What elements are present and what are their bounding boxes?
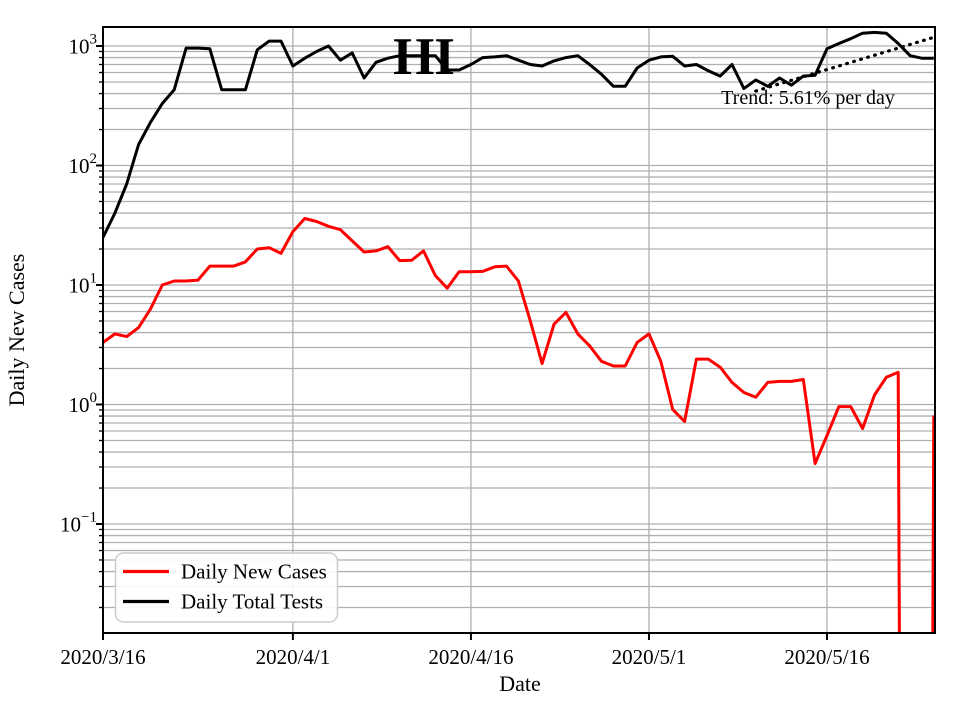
legend-label-daily-new-cases: Daily New Cases [181,560,327,584]
x-tick-label: 2020/4/16 [428,645,513,669]
tick-labels-layer: 2020/3/16 2020/4/1 2020/4/16 2020/5/1 2020/5… [60,32,870,670]
daily-new-cases-line [103,217,935,633]
gridlines-layer [102,27,935,633]
x-axis-label: Date [499,671,541,696]
trend-dotted-line [754,35,935,93]
series-layer [103,30,935,633]
y-tick-label: 100 [69,390,98,417]
x-tick-label: 2020/3/16 [60,645,145,669]
y-tick-label: 103 [69,32,98,59]
y-axis-label: Daily New Cases [4,254,29,407]
y-tick-label: 102 [69,151,98,178]
chart-title: HI [393,28,455,86]
y-tick-label: 101 [69,271,98,298]
legend-box [114,552,339,623]
legend-label-daily-total-tests: Daily Total Tests [181,590,323,614]
axes-layer [96,26,936,640]
daily-total-tests-line [103,30,934,239]
trend-annotation: Trend: 5.61% per day [721,87,895,109]
x-tick-label: 2020/4/1 [256,645,331,669]
plot-frame [102,26,936,634]
legend: Daily New Cases Daily Total Tests [114,552,339,623]
x-tick-label: 2020/5/16 [784,645,869,669]
y-tick-label: 10−1 [60,510,97,537]
x-tick-label: 2020/5/1 [612,645,687,669]
